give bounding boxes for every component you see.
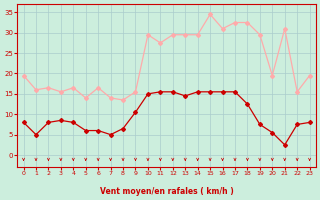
X-axis label: Vent moyen/en rafales ( km/h ): Vent moyen/en rafales ( km/h ) [100, 187, 234, 196]
